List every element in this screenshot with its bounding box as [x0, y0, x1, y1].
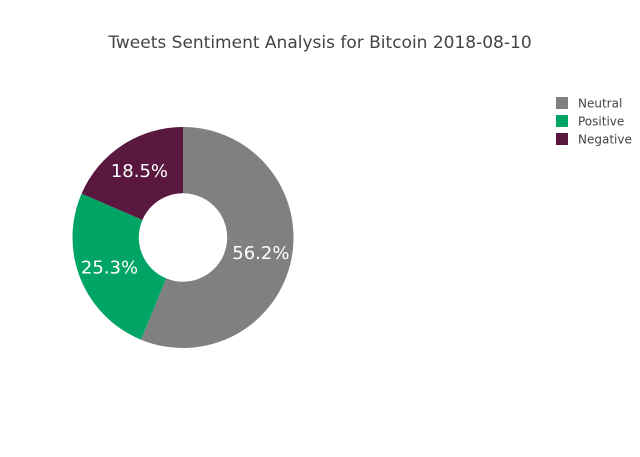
legend: Neutral Positive Negative [556, 97, 632, 147]
slice-label-positive: 25.3% [81, 257, 138, 278]
slice-negative[interactable] [81, 127, 183, 220]
legend-label-positive: Positive [578, 115, 624, 129]
slice-label-negative: 18.5% [111, 161, 168, 182]
slice-positive[interactable] [72, 193, 167, 340]
legend-item-neutral[interactable]: Neutral [556, 97, 622, 111]
legend-label-negative: Negative [578, 133, 632, 147]
legend-label-neutral: Neutral [578, 97, 622, 111]
legend-item-positive[interactable]: Positive [556, 115, 624, 129]
legend-swatch-positive [556, 115, 568, 127]
slice-label-neutral: 56.2% [232, 243, 289, 264]
donut-slices [72, 127, 294, 348]
chart-title: Tweets Sentiment Analysis for Bitcoin 20… [107, 33, 531, 53]
legend-item-negative[interactable]: Negative [556, 133, 632, 147]
legend-swatch-negative [556, 133, 568, 145]
donut-slice-labels: 56.2% 25.3% 18.5% [81, 161, 290, 278]
legend-swatch-neutral [556, 97, 568, 109]
slice-neutral[interactable] [141, 127, 294, 348]
